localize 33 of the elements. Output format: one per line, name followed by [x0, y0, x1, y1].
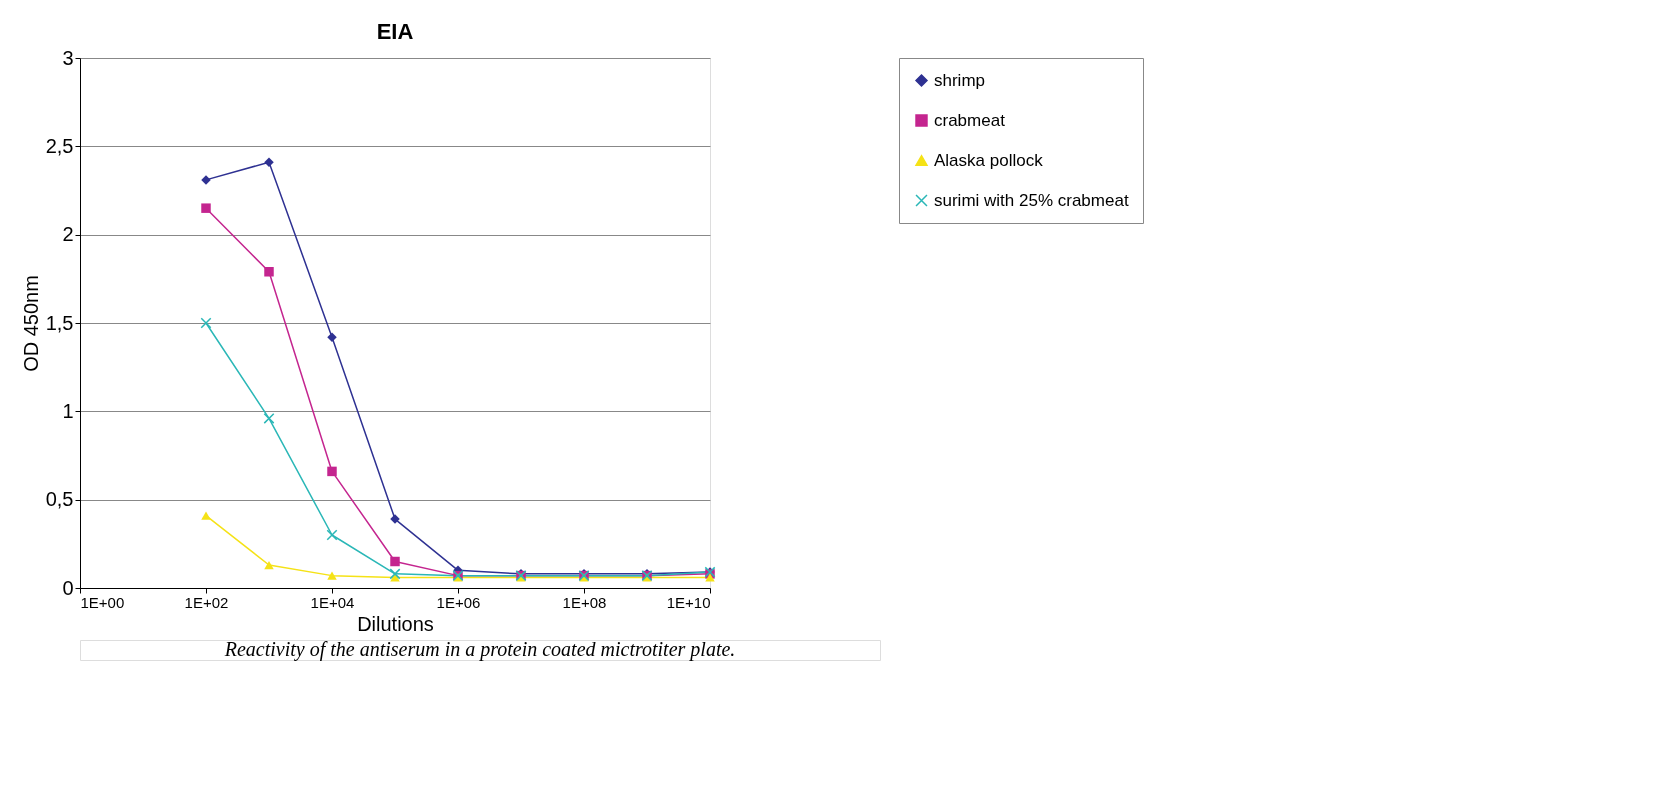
x-tick-label: 1E+00	[80, 593, 125, 611]
x-tick-label: 1E+08	[562, 593, 607, 611]
point	[201, 203, 211, 213]
y-tick-label: 2,5	[45, 134, 74, 157]
y-tick-label: 0	[62, 576, 74, 599]
point	[390, 556, 400, 567]
chart-title: EIA	[376, 19, 414, 44]
point	[201, 511, 211, 520]
legend-label: Alaska pollock	[934, 150, 1044, 170]
point	[705, 573, 715, 582]
y-tick-label: 2	[62, 223, 74, 246]
x-tick-label: 1E+02	[184, 593, 229, 611]
y-tick-label: 1,5	[45, 311, 74, 334]
y-tick-label: 0,5	[45, 488, 74, 511]
point	[200, 317, 212, 329]
point	[327, 466, 337, 477]
point	[327, 571, 337, 580]
x-tick-label: 1E+10	[666, 593, 711, 611]
y-tick-label: 3	[62, 46, 74, 69]
y-axis-title: OD 450nm	[19, 275, 42, 372]
point	[389, 568, 401, 580]
point	[263, 412, 275, 424]
x-tick-label: 1E+04	[310, 593, 355, 611]
point	[264, 560, 274, 570]
y-tick-label: 1	[62, 399, 74, 422]
x-axis-title: Dilutions	[357, 612, 434, 635]
x-tick-label: 1E+06	[436, 593, 481, 611]
point	[326, 529, 338, 541]
text: Reactivity of the antiserum in a protein coated mictrotiter plate.	[223, 638, 736, 661]
point	[264, 267, 274, 277]
legend-label: surimi with 25% crabmeat	[934, 190, 1129, 210]
legend-label: crabmeat	[934, 110, 1006, 130]
legend-label: shrimp	[934, 70, 986, 90]
